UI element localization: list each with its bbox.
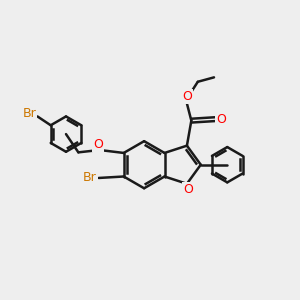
- Text: Br: Br: [83, 172, 97, 184]
- Text: O: O: [182, 90, 192, 103]
- Text: O: O: [183, 183, 193, 196]
- Text: O: O: [93, 138, 103, 151]
- Text: Br: Br: [22, 107, 36, 120]
- Text: O: O: [216, 113, 226, 126]
